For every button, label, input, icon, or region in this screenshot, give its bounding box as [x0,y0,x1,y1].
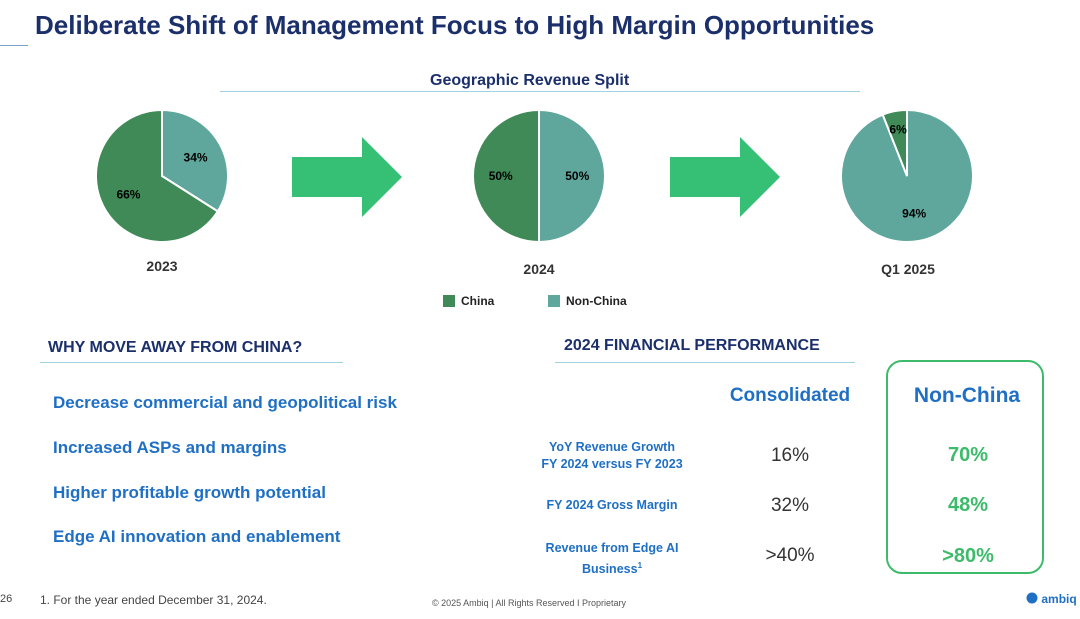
title-divider [0,45,28,46]
pie-slice-label: 66% [116,187,140,201]
logo-text: ambiq [1041,592,1077,606]
value-consolidated: 32% [770,495,810,516]
metric-label-line: Revenue from Edge AI [545,541,679,555]
metric-label-line: YoY Revenue Growth [549,440,675,454]
legend-china: China [443,294,494,308]
value-consolidated: >40% [765,545,815,566]
pie-slice-label: 6% [889,122,907,136]
reason-item: Decrease commercial and geopolitical ris… [53,393,397,412]
why-heading-divider [40,362,343,363]
pie-slice-label: 50% [565,169,589,183]
pie-slice-china [881,109,908,177]
legend-swatch-non-china [548,295,560,307]
non-china-highlight-box [886,360,1044,574]
footnote: 1. For the year ended December 31, 2024. [40,593,267,607]
legend-label-china: China [461,294,495,308]
company-logo: ambiq [1026,592,1077,606]
value-consolidated: 16% [770,445,810,466]
pie-slice-china [95,109,220,243]
slide-title: Deliberate Shift of Management Focus to … [35,10,875,40]
legend-non-china: Non-China [548,294,627,308]
pie-slice-non-china [538,109,606,243]
financial-heading-divider [555,362,855,363]
column-header-consolidated: Consolidated [729,385,851,406]
pie-title-2023: 2023 [146,258,178,274]
legend-label-non-china: Non-China [566,294,627,308]
copyright: © 2025 Ambiq | All Rights Reserved I Pro… [432,598,627,608]
value-non-china: 70% [947,444,989,466]
reason-item: Higher profitable growth potential [53,483,326,502]
metric-label-line: FY 2024 Gross Margin [546,498,678,512]
value-non-china: 48% [947,494,989,516]
pie-title-2024: 2024 [523,261,555,277]
why-heading: WHY MOVE AWAY FROM CHINA? [48,339,303,356]
financial-heading: 2024 FINANCIAL PERFORMANCE [564,337,820,354]
legend-swatch-china [443,295,455,307]
geo-section-divider [220,91,860,92]
pie-slice-china [472,109,540,243]
metric-label-edge-ai: Revenue from Edge AI Business1 [512,540,712,578]
pie-slice-label: 94% [902,207,926,221]
pie-chart-q1-2025: 94% 6% [840,109,974,243]
pie-slice-label: 50% [489,169,513,183]
logo-mark-icon [1026,592,1038,604]
metric-label-line: FY 2024 versus FY 2023 [541,457,683,471]
reason-item: Increased ASPs and margins [53,438,287,457]
page-number: 26 [0,593,13,605]
metric-label-line-with-sup: Business1 [512,557,712,578]
right-arrow-icon [292,137,402,217]
pie-chart-2023: 34% 66% [95,109,229,243]
footnote-marker: 1 [637,561,643,570]
pie-title-q1-2025: Q1 2025 [881,261,935,277]
pie-chart-2024: 50% 50% [472,109,606,243]
metric-label-yoy-growth: YoY Revenue Growth FY 2024 versus FY 202… [512,439,712,473]
metric-label-gross-margin: FY 2024 Gross Margin [512,497,712,514]
right-arrow-icon [670,137,780,217]
geo-section-title: Geographic Revenue Split [430,72,630,89]
reason-item: Edge AI innovation and enablement [53,527,341,546]
pie-slice-label: 34% [184,151,208,165]
value-non-china: >80% [942,545,994,567]
column-header-non-china: Non-China [913,384,1021,407]
metric-label-text: Business [581,562,638,577]
